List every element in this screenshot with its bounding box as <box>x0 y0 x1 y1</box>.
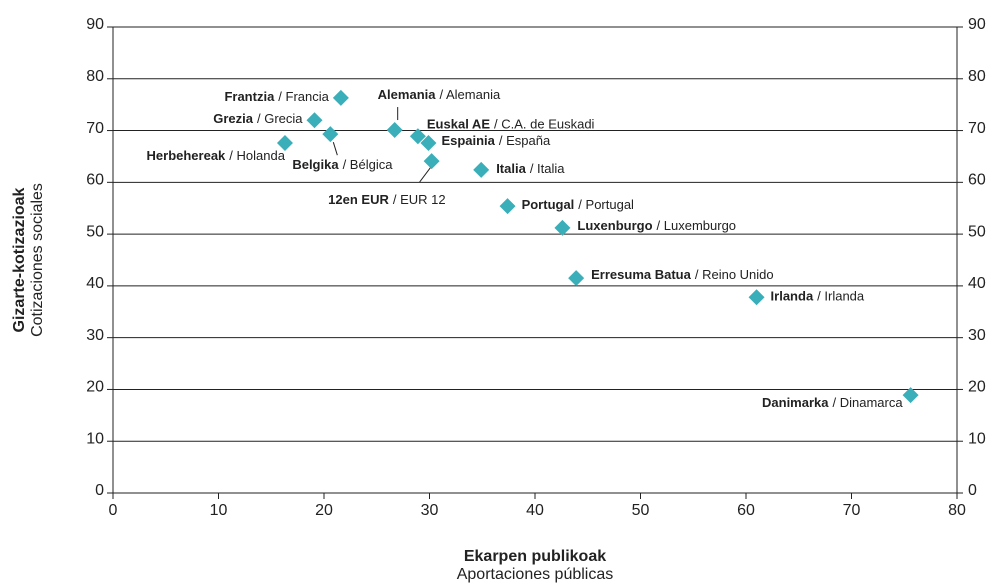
point-label-eu: Frantzia <box>224 89 275 104</box>
y2-tick-label: 80 <box>968 68 986 85</box>
x-tick-label: 80 <box>948 502 966 519</box>
y2-tick-label: 90 <box>968 16 986 33</box>
point-label-es: / Grecia <box>257 112 303 127</box>
point-label-eu: Belgika <box>292 158 339 173</box>
point-label: Erresuma Batua / Reino Unido <box>591 268 774 283</box>
point-label-es: / Reino Unido <box>695 268 774 283</box>
point-label-eu: Portugal <box>522 198 575 213</box>
y2-tick-label: 40 <box>968 275 986 292</box>
point-label: Portugal / Portugal <box>522 198 634 213</box>
point-label: Danimarka / Dinamarca <box>762 396 903 411</box>
x-tick-label: 0 <box>109 502 118 519</box>
data-point <box>409 128 426 145</box>
point-label: Espainia / España <box>441 133 551 148</box>
point-label: Luxenburgo / Luxemburgo <box>577 218 736 233</box>
y-tick-label: 30 <box>86 327 104 344</box>
y-tick-label: 10 <box>86 430 104 447</box>
leader-line <box>419 165 433 183</box>
x-axis-title: Ekarpen publikoak <box>464 548 606 565</box>
x-axis-subtitle: Aportaciones públicas <box>457 566 614 583</box>
point-label-eu: Irlanda <box>771 289 814 304</box>
y2-tick-label: 50 <box>968 223 986 240</box>
point-label-es: / Dinamarca <box>833 396 904 411</box>
y-tick-label: 50 <box>86 223 104 240</box>
point-label-es: / Bélgica <box>343 158 394 173</box>
point-label-eu: Espainia <box>441 133 495 148</box>
data-point <box>554 219 571 236</box>
point-label-es: / Portugal <box>578 198 634 213</box>
x-tick-label: 50 <box>632 502 650 519</box>
y-tick-label: 60 <box>86 172 104 189</box>
x-tick-label: 40 <box>526 502 544 519</box>
point-label: Irlanda / Irlanda <box>771 289 865 304</box>
data-point <box>420 134 437 151</box>
point-label-eu: Erresuma Batua <box>591 268 691 283</box>
data-point <box>499 198 516 215</box>
y2-tick-label: 0 <box>968 482 977 499</box>
point-label: Grezia / Grecia <box>213 112 303 127</box>
point-label-es: / EUR 12 <box>393 193 446 208</box>
point-label-eu: Italia <box>496 161 526 176</box>
data-point <box>423 153 440 170</box>
point-label-es: / Irlanda <box>817 289 865 304</box>
y2-tick-label: 20 <box>968 379 986 396</box>
point-label: 12en EUR / EUR 12 <box>328 193 445 208</box>
point-label-es: / España <box>499 133 551 148</box>
y-axis-title: Gizarte-kotizazioak <box>11 187 28 332</box>
data-point <box>568 270 585 287</box>
point-label-eu: Alemania <box>378 87 437 102</box>
data-point <box>386 122 403 139</box>
point-label-eu: Luxenburgo <box>577 218 652 233</box>
y2-tick-label: 30 <box>968 327 986 344</box>
data-point <box>902 387 919 404</box>
data-point <box>306 112 323 129</box>
y-tick-label: 70 <box>86 120 104 137</box>
y2-tick-label: 70 <box>968 120 986 137</box>
point-label: Italia / Italia <box>496 161 565 176</box>
point-label-es: / Alemania <box>439 87 500 102</box>
data-point <box>322 126 339 143</box>
point-label-es: / Italia <box>530 161 565 176</box>
y-tick-label: 20 <box>86 379 104 396</box>
point-label: Belgika / Bélgica <box>292 158 393 173</box>
x-tick-label: 10 <box>210 502 228 519</box>
x-tick-label: 20 <box>315 502 333 519</box>
y-tick-label: 80 <box>86 68 104 85</box>
point-label-es: / Luxemburgo <box>657 218 737 233</box>
point-label-es: / Francia <box>278 89 329 104</box>
x-tick-label: 30 <box>421 502 439 519</box>
point-label-es: / C.A. de Euskadi <box>494 117 595 132</box>
point-label-eu: Danimarka <box>762 396 829 411</box>
point-label: Frantzia / Francia <box>224 89 329 104</box>
point-label: Herbehereak / Holanda <box>147 148 286 163</box>
leader-line <box>332 142 338 156</box>
point-label-eu: Grezia <box>213 112 254 127</box>
y-axis-subtitle: Cotizaciones sociales <box>29 183 46 337</box>
data-point <box>276 134 293 151</box>
y-tick-label: 40 <box>86 275 104 292</box>
y2-tick-label: 10 <box>968 430 986 447</box>
data-point <box>473 161 490 178</box>
point-label-eu: 12en EUR <box>328 193 389 208</box>
y-tick-label: 90 <box>86 16 104 33</box>
x-tick-label: 60 <box>737 502 755 519</box>
x-tick-label: 70 <box>843 502 861 519</box>
data-point <box>332 89 349 106</box>
point-label: Alemania / Alemania <box>378 87 501 102</box>
point-label: Euskal AE / C.A. de Euskadi <box>427 117 595 132</box>
y-tick-label: 0 <box>95 482 104 499</box>
y2-tick-label: 60 <box>968 172 986 189</box>
point-label-es: / Holanda <box>229 148 285 163</box>
data-point <box>748 289 765 306</box>
point-label-eu: Herbehereak <box>147 148 227 163</box>
point-label-eu: Euskal AE <box>427 117 490 132</box>
